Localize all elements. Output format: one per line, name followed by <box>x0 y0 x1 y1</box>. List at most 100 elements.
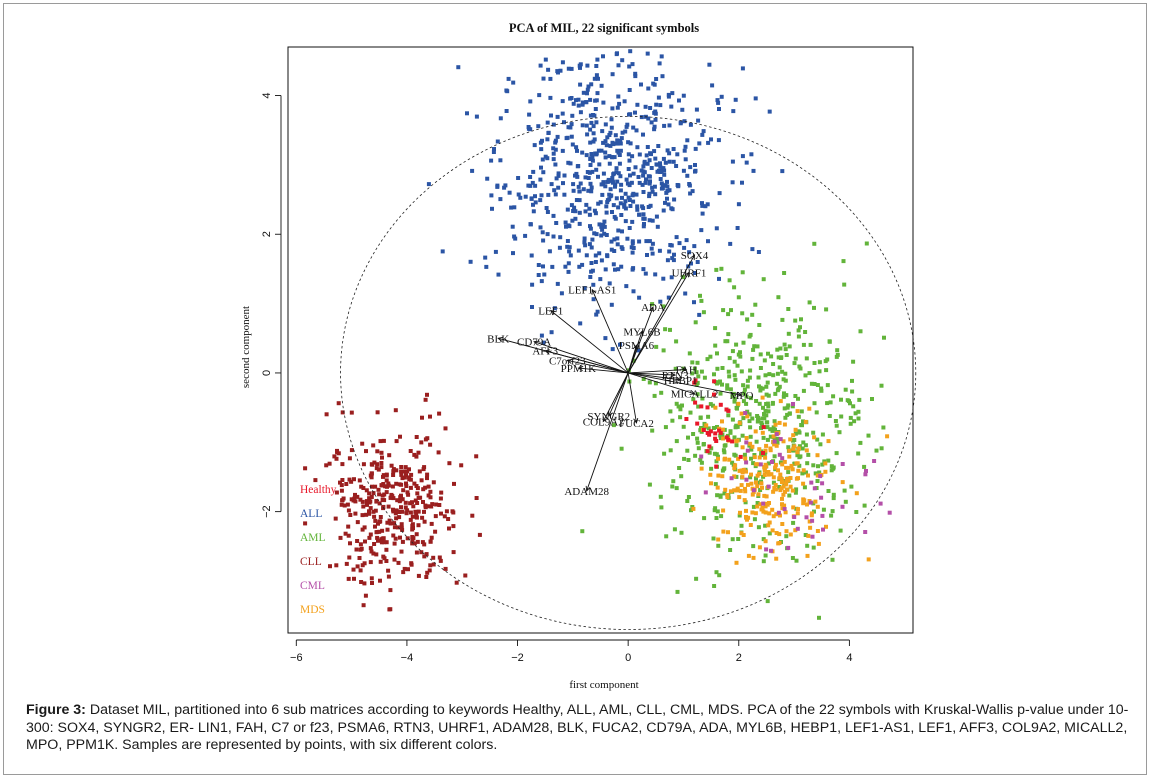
data-point <box>576 248 581 253</box>
data-point <box>378 578 382 583</box>
data-point <box>628 204 633 208</box>
data-point <box>404 481 408 486</box>
data-point <box>840 462 845 466</box>
data-point <box>761 501 766 506</box>
data-point <box>456 65 461 70</box>
data-point <box>740 433 745 438</box>
data-point <box>749 456 753 461</box>
data-point <box>820 513 825 518</box>
data-point <box>842 488 847 493</box>
data-point <box>357 478 362 483</box>
data-point <box>574 145 579 150</box>
data-point <box>728 548 733 552</box>
data-point <box>616 205 621 210</box>
data-point <box>592 208 597 213</box>
data-point <box>734 406 739 410</box>
data-point <box>539 279 544 284</box>
data-point <box>587 206 592 211</box>
data-point <box>716 543 721 548</box>
data-point <box>700 201 704 206</box>
data-point <box>399 465 404 469</box>
y-tick-label: 4 <box>261 92 273 98</box>
data-point <box>543 57 548 62</box>
data-point <box>758 488 763 492</box>
data-point <box>757 401 762 406</box>
data-point <box>585 132 590 137</box>
data-point <box>751 488 756 493</box>
data-point <box>601 180 606 185</box>
data-point <box>545 137 550 142</box>
data-point <box>381 474 385 479</box>
data-point <box>695 392 700 397</box>
data-point <box>756 375 761 380</box>
data-point <box>881 425 886 430</box>
loading-arrowhead <box>681 367 688 373</box>
data-point <box>816 464 820 469</box>
data-point <box>439 511 443 516</box>
data-point <box>730 537 735 542</box>
data-point <box>721 308 726 313</box>
data-point <box>573 209 578 214</box>
data-point <box>409 561 414 566</box>
data-point <box>598 200 603 205</box>
data-point <box>379 465 384 470</box>
series-healthy <box>684 378 766 469</box>
data-point <box>714 459 719 464</box>
data-point <box>714 516 719 520</box>
data-point <box>384 473 389 478</box>
data-point <box>411 504 416 509</box>
data-point <box>630 62 635 67</box>
data-point <box>639 115 644 120</box>
data-point <box>650 189 655 194</box>
data-point <box>592 137 597 142</box>
data-point <box>513 236 518 241</box>
loading-arrow <box>628 372 681 381</box>
data-point <box>811 463 816 468</box>
data-point <box>761 509 766 514</box>
data-point <box>577 264 582 269</box>
data-point <box>699 404 704 409</box>
data-point <box>650 302 655 307</box>
data-point <box>722 443 727 448</box>
data-point <box>531 209 536 214</box>
data-point <box>747 419 752 424</box>
data-point <box>640 204 645 209</box>
data-point <box>556 185 561 190</box>
data-point <box>610 176 615 180</box>
data-point <box>773 462 778 467</box>
data-point <box>756 525 761 530</box>
data-point <box>874 448 879 453</box>
data-point <box>793 490 798 495</box>
data-point <box>640 182 645 187</box>
data-point <box>391 509 396 514</box>
data-point <box>803 443 808 448</box>
data-point <box>604 143 609 148</box>
data-point <box>599 148 604 153</box>
data-point <box>420 515 425 520</box>
data-point <box>425 392 429 397</box>
data-point <box>663 327 668 332</box>
data-point <box>757 545 762 550</box>
data-point <box>850 378 854 383</box>
data-point <box>764 420 769 425</box>
data-point <box>374 499 379 504</box>
data-point <box>637 180 642 185</box>
data-point <box>735 226 740 230</box>
data-point <box>570 218 575 223</box>
data-point <box>728 489 733 494</box>
data-point <box>615 141 620 146</box>
data-point <box>627 198 632 202</box>
data-point <box>641 190 646 194</box>
data-point <box>413 498 418 503</box>
data-point <box>756 480 761 485</box>
data-point <box>427 568 432 573</box>
data-point <box>377 492 382 497</box>
data-point <box>712 372 716 377</box>
data-point <box>766 461 771 466</box>
data-point <box>698 293 702 298</box>
data-point <box>804 515 809 520</box>
data-point <box>688 191 693 196</box>
data-point <box>744 469 748 474</box>
data-point <box>769 460 774 464</box>
data-point <box>430 502 435 507</box>
